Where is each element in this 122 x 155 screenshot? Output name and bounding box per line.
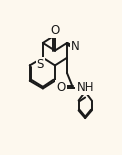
Text: O: O [50, 24, 60, 37]
Text: NH: NH [76, 81, 94, 94]
Text: O: O [56, 81, 66, 94]
Text: N: N [71, 40, 80, 53]
Text: S: S [36, 58, 44, 71]
